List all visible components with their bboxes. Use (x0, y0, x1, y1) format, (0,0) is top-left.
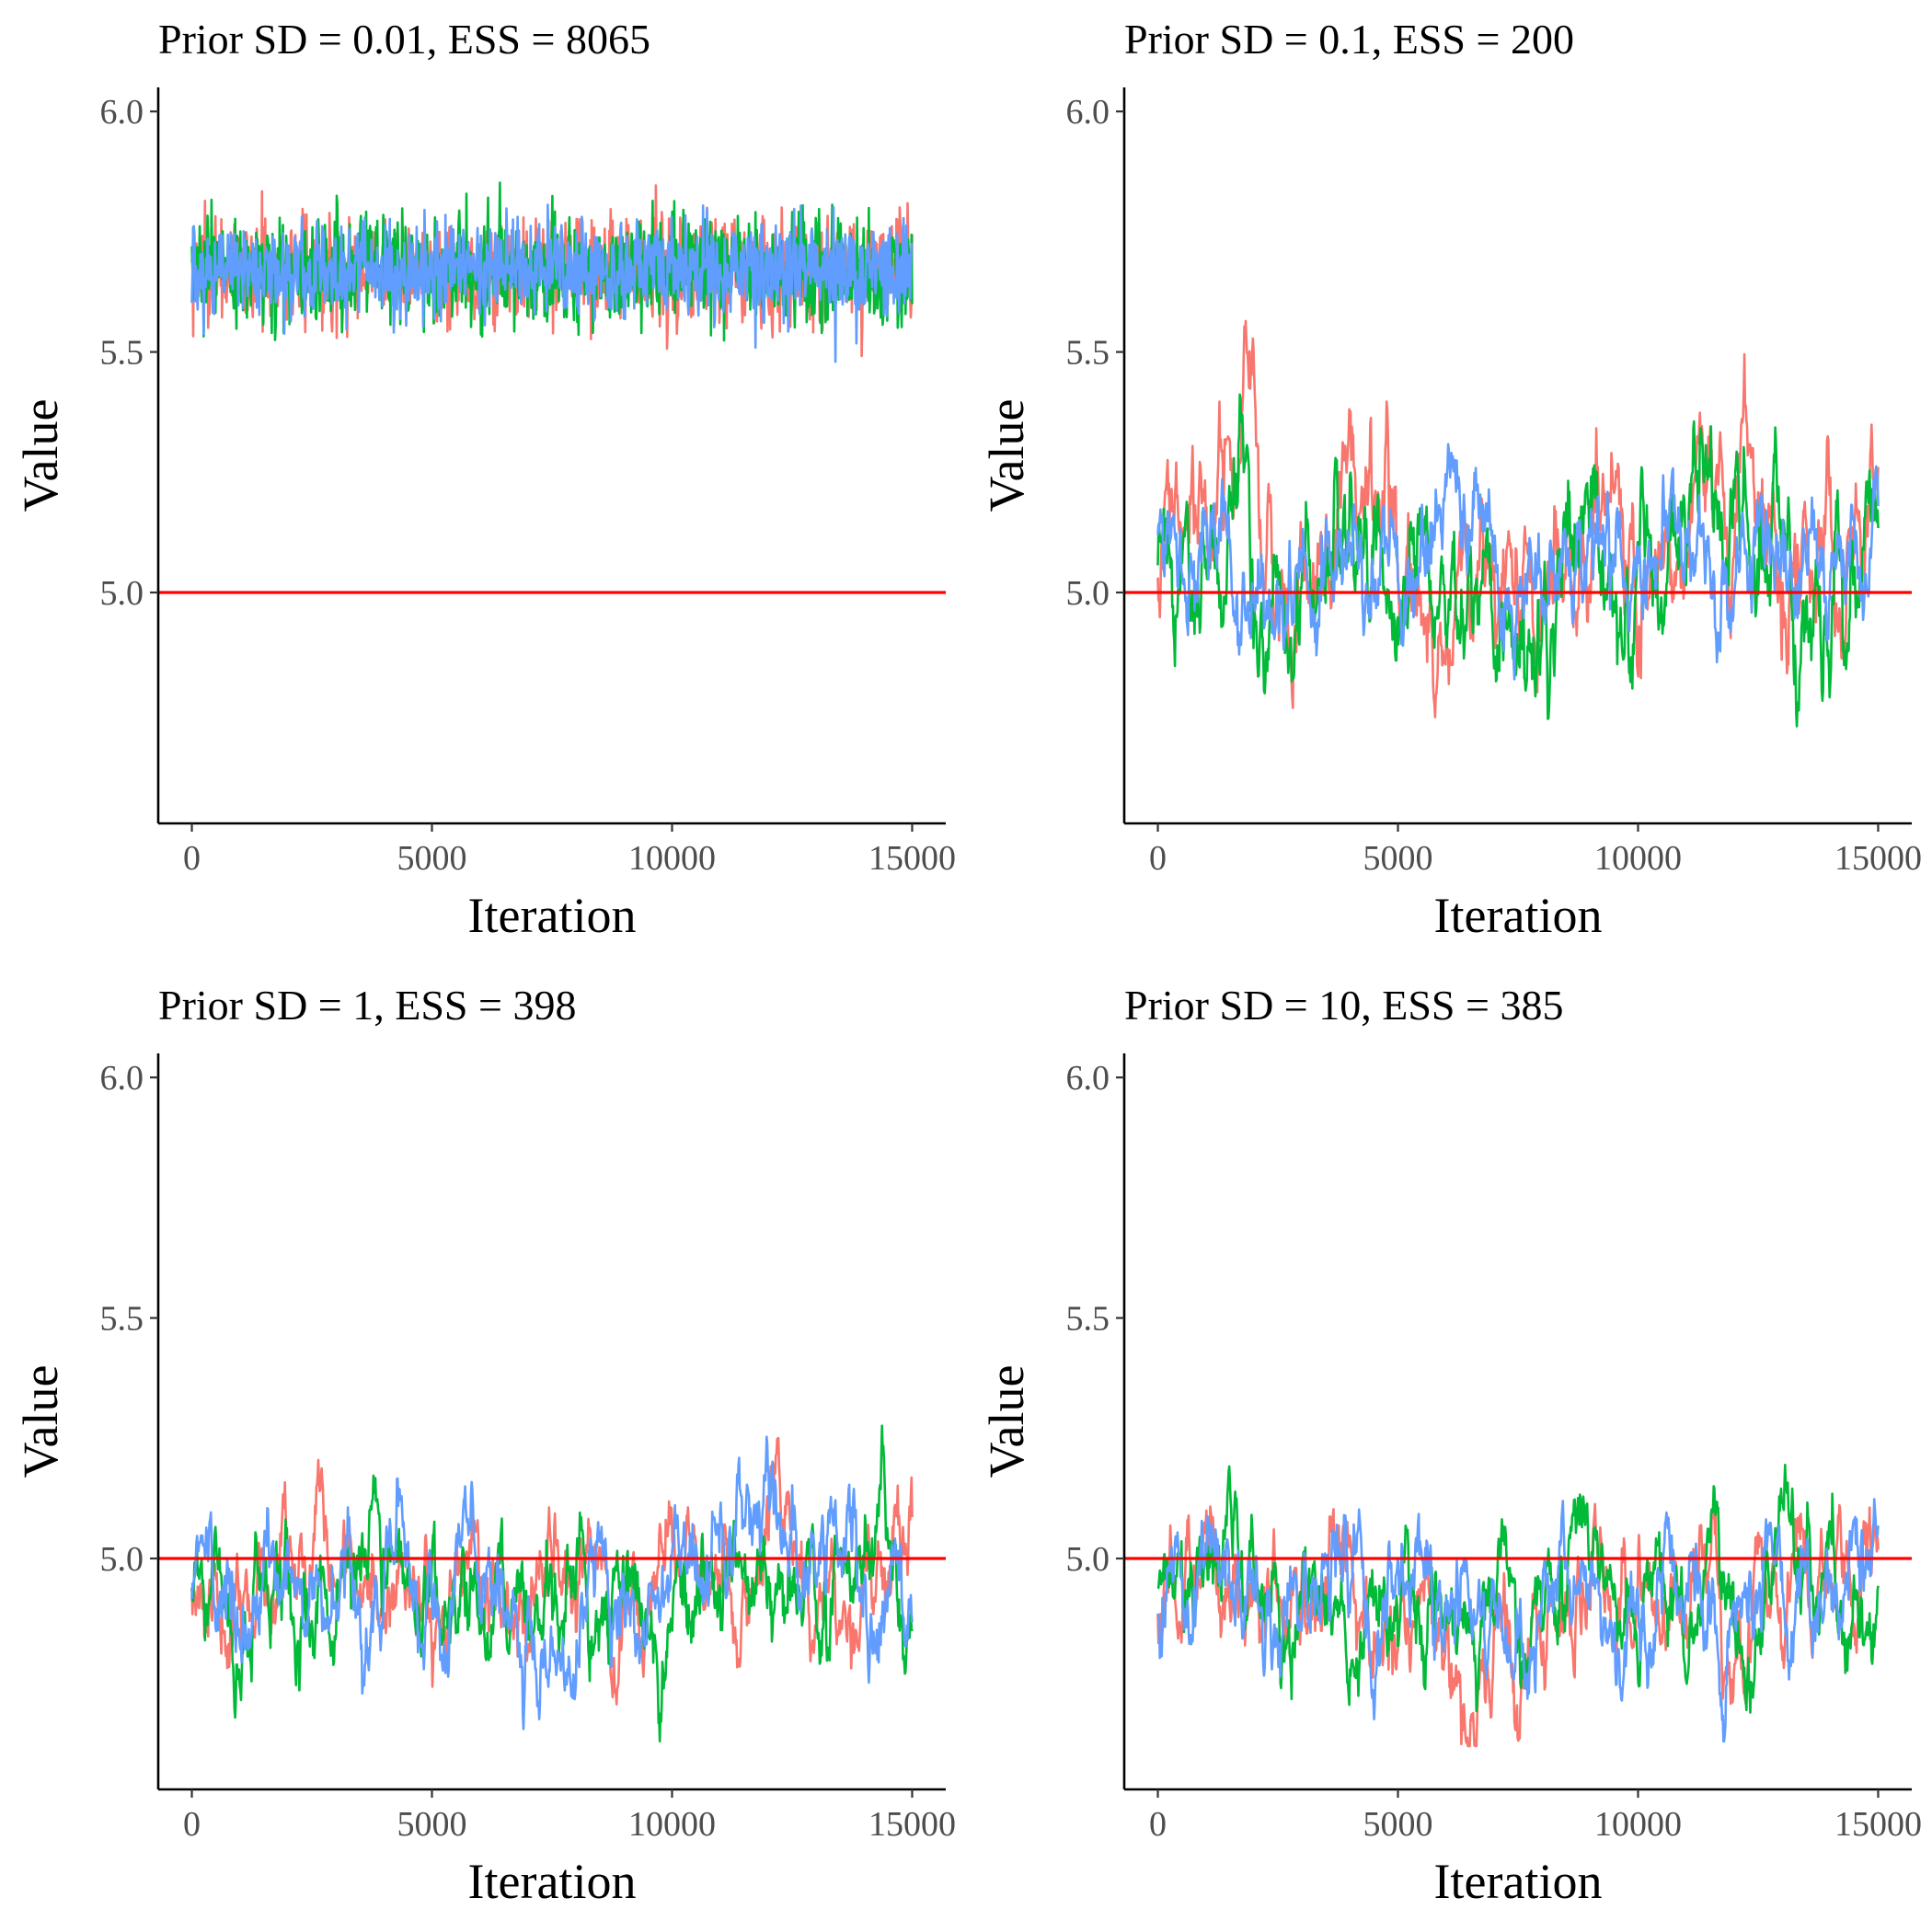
x-tick-label: 15000 (868, 839, 956, 878)
x-tick-label: 10000 (1594, 839, 1682, 878)
panel-prior-sd-0.01: Prior SD = 0.01, ESS = 8065 5.0 5.5 6.0 0 50… (0, 0, 966, 966)
x-tick-label: 5000 (397, 1805, 467, 1844)
x-tick-label: 0 (1149, 1805, 1167, 1844)
x-tick-label: 10000 (628, 839, 716, 878)
x-tick-label: 0 (183, 839, 201, 878)
y-tick-label: 6.0 (1066, 93, 1110, 132)
y-tick-label: 6.0 (100, 1059, 144, 1098)
x-axis-title: Iteration (1434, 888, 1603, 943)
x-axis-title: Iteration (468, 1854, 637, 1909)
plot-area: 5.0 5.5 6.0 0 5000 10000 15000 (1066, 1053, 1922, 1844)
plot-area: 5.0 5.5 6.0 0 5000 10000 15000 (1066, 87, 1922, 878)
x-axis-title: Iteration (1434, 1854, 1603, 1909)
x-tick-label: 5000 (1363, 839, 1433, 878)
trace-plot-svg: Prior SD = 1, ESS = 398 5.0 5.5 6.0 0 5000 10… (13, 982, 956, 1909)
panel-title: Prior SD = 1, ESS = 398 (158, 982, 576, 1029)
x-tick-label: 0 (183, 1805, 201, 1844)
y-tick-label: 5.5 (1066, 1300, 1110, 1339)
x-tick-label: 5000 (1363, 1805, 1433, 1844)
panel-title: Prior SD = 10, ESS = 385 (1124, 982, 1563, 1029)
panel-prior-sd-0.1: Prior SD = 0.1, ESS = 200 5.0 5.5 6.0 0 5000… (966, 0, 1932, 966)
plot-area: 5.0 5.5 6.0 0 5000 10000 15000 (100, 1053, 956, 1844)
plot-area: 5.0 5.5 6.0 0 5000 10000 15000 (100, 87, 956, 878)
x-tick-label: 15000 (868, 1805, 956, 1844)
y-axis-title: Value (13, 1365, 68, 1478)
trace-plot-svg: Prior SD = 10, ESS = 385 5.0 5.5 6.0 0 5000 1… (979, 982, 1922, 1909)
trace-line-chain-3 (1156, 1498, 1880, 1742)
x-tick-label: 10000 (1594, 1805, 1682, 1844)
y-tick-label: 6.0 (100, 93, 144, 132)
y-tick-label: 5.0 (100, 1540, 144, 1579)
y-tick-label: 5.5 (100, 1300, 144, 1339)
trace-line-chain-3 (1156, 443, 1880, 681)
trace-plot-svg: Prior SD = 0.01, ESS = 8065 5.0 5.5 6.0 0 50… (13, 16, 956, 943)
panel-prior-sd-10: Prior SD = 10, ESS = 385 5.0 5.5 6.0 0 5000 1… (966, 966, 1932, 1932)
x-tick-label: 10000 (628, 1805, 716, 1844)
y-axis-title: Value (979, 1365, 1034, 1478)
y-tick-label: 5.5 (100, 334, 144, 373)
y-tick-label: 5.0 (100, 574, 144, 613)
x-tick-label: 5000 (397, 839, 467, 878)
y-axis-title: Value (979, 399, 1034, 512)
panel-title: Prior SD = 0.1, ESS = 200 (1124, 16, 1574, 63)
trace-line-chain-2 (1156, 393, 1880, 728)
x-tick-label: 15000 (1834, 839, 1922, 878)
y-tick-label: 5.0 (1066, 574, 1110, 613)
panel-prior-sd-1: Prior SD = 1, ESS = 398 5.0 5.5 6.0 0 5000 10… (0, 966, 966, 1932)
x-tick-label: 15000 (1834, 1805, 1922, 1844)
x-tick-label: 0 (1149, 839, 1167, 878)
y-tick-label: 5.0 (1066, 1540, 1110, 1579)
trace-line-chain-3 (190, 1435, 914, 1731)
y-tick-label: 5.5 (1066, 334, 1110, 373)
trace-line-chain-2 (190, 181, 914, 342)
trace-line-chain-2 (190, 1424, 914, 1742)
y-tick-label: 6.0 (1066, 1059, 1110, 1098)
trace-plot-svg: Prior SD = 0.1, ESS = 200 5.0 5.5 6.0 0 5000… (979, 16, 1922, 943)
x-axis-title: Iteration (468, 888, 637, 943)
y-axis-title: Value (13, 399, 68, 512)
panel-title: Prior SD = 0.01, ESS = 8065 (158, 16, 650, 63)
trace-line-chain-3 (190, 203, 914, 363)
